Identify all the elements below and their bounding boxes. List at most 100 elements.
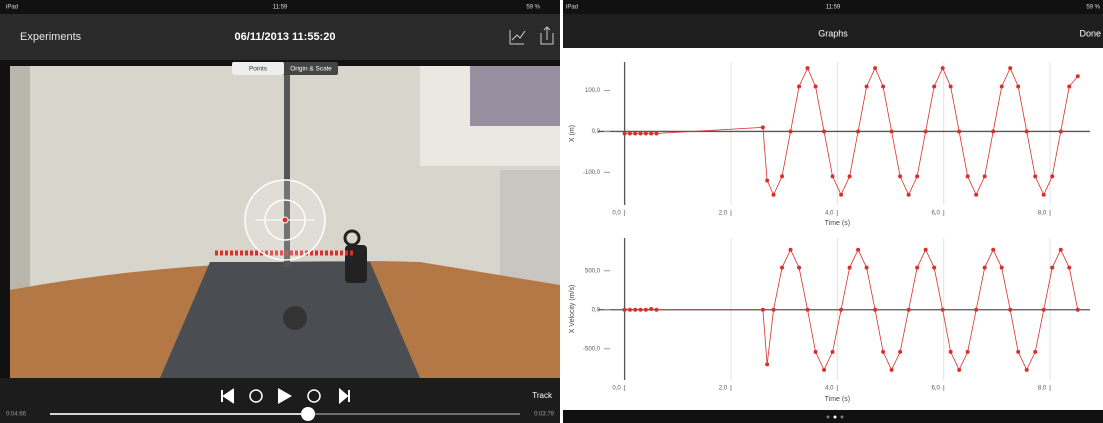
data-point: [991, 129, 995, 133]
data-point: [1059, 129, 1063, 133]
status-device: iPad: [566, 5, 578, 11]
data-point: [1008, 66, 1012, 70]
x-tick-label: 8,0: [1038, 211, 1047, 217]
data-point: [966, 174, 970, 178]
data-point: [890, 368, 894, 372]
y-tick-label: 500,0: [585, 268, 601, 274]
data-point: [957, 129, 961, 133]
data-point: [941, 308, 945, 312]
data-point: [628, 308, 632, 312]
data-point: [780, 266, 784, 270]
x-tick-label: 2,0: [719, 211, 728, 217]
data-point: [915, 174, 919, 178]
data-point: [974, 193, 978, 197]
data-point: [983, 174, 987, 178]
data-point: [1033, 174, 1037, 178]
page-dot[interactable]: [834, 416, 837, 419]
data-point: [1042, 193, 1046, 197]
data-point: [772, 193, 776, 197]
data-point: [831, 174, 835, 178]
segment-origin-scale[interactable]: Origin & Scale: [290, 66, 332, 73]
data-point: [865, 266, 869, 270]
data-point: [639, 308, 643, 312]
x-tick-label: 4,0: [825, 386, 834, 392]
x-tick-label: 8,0: [1038, 386, 1047, 392]
remaining-time: 0:03:79: [534, 412, 555, 418]
data-point: [983, 266, 987, 270]
data-point: [761, 125, 765, 129]
data-point: [822, 129, 826, 133]
data-point: [814, 85, 818, 89]
scrubber-thumb[interactable]: [301, 407, 315, 421]
data-point: [649, 132, 653, 136]
data-point: [932, 266, 936, 270]
data-point: [1076, 308, 1080, 312]
radiator: [500, 170, 560, 290]
status-battery: 59 %: [526, 5, 540, 11]
data-point: [780, 174, 784, 178]
curtain: [470, 66, 560, 126]
x-axis-label: Time (s): [825, 220, 850, 227]
data-point: [907, 193, 911, 197]
page-dot[interactable]: [841, 416, 844, 419]
data-point: [873, 308, 877, 312]
y-tick-label: 100,0: [585, 88, 601, 94]
data-point: [1076, 74, 1080, 78]
data-point: [644, 308, 648, 312]
data-point: [924, 248, 928, 252]
data-point: [628, 132, 632, 136]
data-point: [1016, 85, 1020, 89]
status-time: 11:59: [826, 5, 841, 11]
x-tick-label: 0,0: [612, 386, 621, 392]
data-point: [797, 85, 801, 89]
segment-points[interactable]: Points: [249, 66, 268, 73]
data-point: [806, 308, 810, 312]
stand-knob: [283, 306, 307, 330]
x-tick-label: 2,0: [719, 386, 728, 392]
data-point: [974, 308, 978, 312]
data-point: [1008, 308, 1012, 312]
page: {"left": {"status": {"device": "iPad", "…: [0, 0, 1103, 423]
data-point: [1050, 266, 1054, 270]
page-dot[interactable]: [827, 416, 830, 419]
data-point: [1025, 129, 1029, 133]
data-point: [765, 178, 769, 182]
data-point: [822, 368, 826, 372]
data-point: [856, 129, 860, 133]
data-point: [924, 129, 928, 133]
data-point: [1067, 266, 1071, 270]
data-point: [890, 129, 894, 133]
data-point: [1033, 350, 1037, 354]
data-point: [633, 132, 637, 136]
data-point: [633, 308, 637, 312]
target-center: [282, 217, 288, 223]
data-point: [839, 193, 843, 197]
data-point: [865, 85, 869, 89]
x-axis-label: Time (s): [825, 396, 850, 403]
data-point: [797, 266, 801, 270]
page-indicator-bar: [563, 410, 1103, 423]
data-point: [623, 132, 627, 136]
data-point: [806, 66, 810, 70]
data-point: [765, 362, 769, 366]
data-point: [932, 85, 936, 89]
data-point: [761, 308, 765, 312]
y-tick-label: 0,0: [592, 129, 601, 135]
track-button[interactable]: Track: [532, 391, 553, 400]
weight: [345, 245, 367, 283]
data-point: [966, 350, 970, 354]
video-app: iPad 11:59 59 % Experiments 06/11/2013 1…: [0, 0, 560, 423]
data-point: [839, 308, 843, 312]
data-point: [1000, 85, 1004, 89]
data-point: [848, 174, 852, 178]
back-button[interactable]: Experiments: [20, 31, 82, 43]
nav-title: 06/11/2013 11:55:20: [235, 31, 336, 43]
data-point: [898, 350, 902, 354]
data-point: [644, 132, 648, 136]
data-point: [856, 248, 860, 252]
data-point: [623, 308, 627, 312]
done-button[interactable]: Done: [1079, 28, 1101, 38]
status-time: 11:59: [273, 5, 288, 11]
y-tick-label: -100,0: [583, 170, 601, 176]
x-tick-label: 4,0: [825, 211, 834, 217]
